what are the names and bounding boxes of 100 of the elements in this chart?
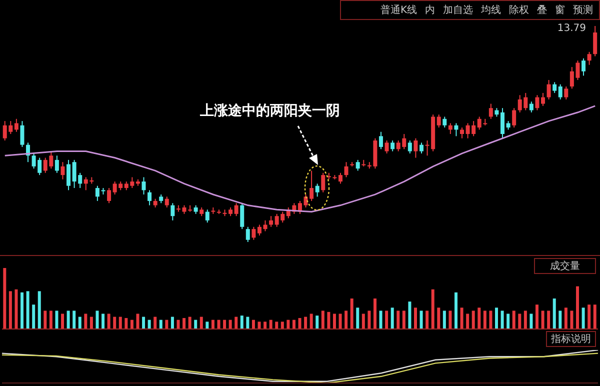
bar bbox=[148, 320, 151, 329]
bar bbox=[310, 314, 313, 329]
bar bbox=[478, 308, 481, 329]
bar bbox=[442, 310, 446, 329]
chart-title: 成交量 bbox=[534, 258, 596, 274]
bar bbox=[368, 310, 371, 329]
bar bbox=[159, 320, 162, 329]
bar bbox=[552, 298, 556, 329]
bar bbox=[536, 304, 539, 329]
candlestick bbox=[500, 108, 504, 139]
candlestick bbox=[408, 140, 412, 154]
bar bbox=[431, 289, 434, 329]
bar bbox=[72, 310, 76, 329]
bar bbox=[228, 320, 232, 329]
bar bbox=[530, 314, 533, 329]
candlestick bbox=[321, 172, 326, 193]
bar bbox=[170, 316, 174, 329]
bar bbox=[558, 310, 562, 329]
bar bbox=[165, 320, 168, 329]
bar bbox=[188, 316, 192, 329]
bar bbox=[66, 310, 70, 329]
candlestick bbox=[148, 190, 152, 206]
bar bbox=[275, 322, 278, 329]
candlestick bbox=[587, 51, 592, 66]
bar bbox=[240, 316, 244, 329]
bar bbox=[402, 310, 406, 329]
bar bbox=[500, 310, 504, 329]
bar bbox=[44, 310, 47, 329]
bar bbox=[518, 314, 522, 329]
bar bbox=[258, 322, 261, 329]
bar bbox=[234, 316, 238, 329]
bar bbox=[524, 310, 527, 329]
bar bbox=[356, 308, 360, 329]
bar bbox=[55, 310, 58, 329]
bar bbox=[304, 316, 308, 329]
text: 除权 bbox=[509, 4, 529, 17]
candlestick bbox=[414, 138, 418, 158]
text: 加自选 bbox=[443, 4, 473, 17]
candlestick bbox=[535, 94, 540, 111]
candlestick bbox=[436, 114, 441, 128]
candlestick bbox=[488, 103, 493, 120]
annotation: 上涨途中的两阳夹一阴 bbox=[200, 102, 340, 120]
text: 指标说明 bbox=[546, 331, 596, 347]
candlestick bbox=[20, 120, 24, 148]
bar bbox=[26, 291, 30, 329]
bar bbox=[327, 312, 330, 329]
bar bbox=[414, 308, 417, 329]
bar bbox=[96, 310, 99, 329]
candlestick bbox=[252, 226, 256, 240]
candlestick bbox=[390, 140, 395, 152]
bar bbox=[460, 308, 464, 329]
bar bbox=[206, 322, 209, 329]
text: 内 bbox=[425, 4, 435, 17]
bar bbox=[14, 289, 18, 329]
bar bbox=[280, 322, 284, 329]
candlestick bbox=[384, 140, 389, 154]
candlestick bbox=[315, 183, 320, 198]
bar bbox=[176, 320, 180, 329]
bar bbox=[588, 304, 591, 329]
bar bbox=[298, 318, 302, 329]
bar bbox=[223, 320, 226, 329]
bar bbox=[113, 316, 116, 329]
text: 普通K线 bbox=[380, 4, 417, 17]
candlestick bbox=[529, 101, 534, 113]
bar bbox=[38, 291, 41, 329]
bar bbox=[211, 320, 214, 329]
candlestick bbox=[564, 86, 568, 100]
bar bbox=[454, 292, 458, 329]
bar bbox=[200, 316, 203, 329]
bar bbox=[495, 308, 498, 329]
candlestick bbox=[240, 202, 244, 230]
bar bbox=[49, 310, 52, 329]
candlestick bbox=[454, 122, 458, 137]
bar bbox=[408, 302, 412, 329]
bar bbox=[3, 268, 6, 329]
bar bbox=[142, 316, 146, 329]
candlestick bbox=[356, 159, 360, 172]
bar bbox=[390, 308, 394, 329]
bar bbox=[321, 310, 324, 329]
bar bbox=[90, 316, 93, 329]
bar bbox=[489, 310, 492, 329]
bar bbox=[194, 320, 198, 329]
candlestick bbox=[142, 176, 146, 195]
bar bbox=[483, 310, 486, 329]
candlestick bbox=[54, 155, 59, 174]
bar bbox=[547, 310, 550, 329]
bar bbox=[8, 291, 12, 329]
bar bbox=[252, 320, 255, 329]
candlestick bbox=[66, 159, 71, 191]
bar bbox=[32, 304, 36, 329]
bar bbox=[466, 314, 470, 329]
candlestick bbox=[257, 224, 262, 236]
bar bbox=[373, 298, 376, 329]
candlestick bbox=[344, 162, 348, 178]
bar bbox=[506, 314, 510, 329]
text: 叠 bbox=[537, 4, 547, 17]
bar bbox=[316, 316, 319, 329]
candlestick bbox=[552, 82, 557, 94]
candlestick bbox=[460, 127, 464, 139]
bar bbox=[118, 316, 122, 329]
